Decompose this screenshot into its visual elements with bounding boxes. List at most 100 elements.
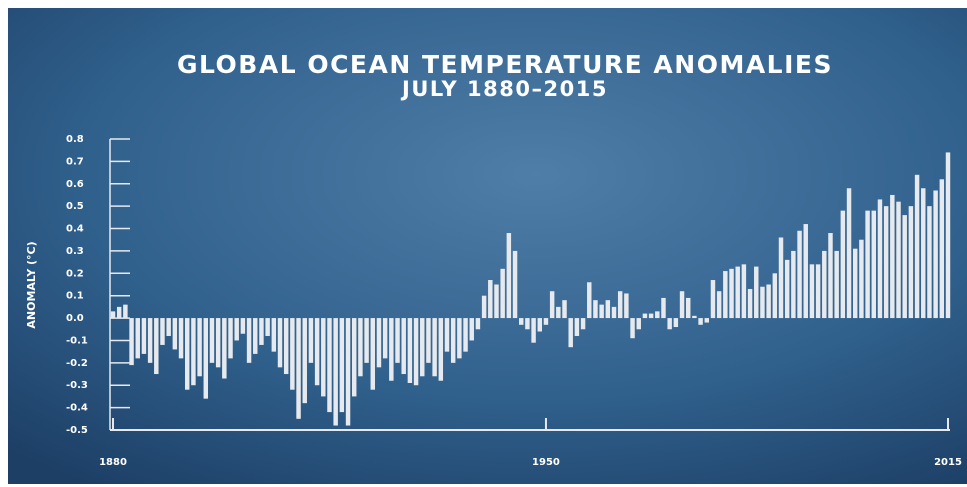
bar: [735, 266, 740, 319]
bar: [630, 318, 635, 339]
bar: [302, 318, 307, 404]
bar: [617, 291, 623, 319]
bar: [605, 300, 611, 319]
bar: [191, 318, 196, 386]
bar: [395, 318, 400, 363]
bar: [475, 318, 481, 330]
bar: [147, 318, 153, 363]
bar: [135, 318, 140, 359]
bar: [518, 318, 524, 325]
bar: [222, 318, 227, 379]
x-tick-label: 1950: [532, 457, 560, 468]
bar: [531, 318, 536, 343]
x-tick-label: 2015: [934, 457, 962, 468]
bar: [822, 250, 827, 319]
bar: [345, 318, 351, 426]
bar: [784, 259, 790, 319]
bar: [729, 268, 734, 319]
bar: [364, 318, 369, 363]
bar: [556, 306, 561, 319]
bar: [537, 318, 543, 332]
bar: [593, 300, 598, 319]
bar: [760, 286, 765, 319]
bar: [890, 194, 895, 319]
bar: [283, 318, 289, 375]
y-tick-label: -0.5: [66, 425, 88, 436]
bar: [611, 306, 617, 319]
bar: [450, 318, 456, 363]
bar: [308, 318, 314, 363]
y-tick-label: 0.6: [66, 179, 84, 190]
bar: [141, 318, 147, 354]
bar: [766, 284, 771, 319]
bar: [667, 318, 672, 330]
bar: [321, 318, 326, 397]
y-tick-label: -0.2: [66, 358, 88, 369]
bar: [160, 318, 165, 345]
bar: [512, 250, 518, 319]
bar: [178, 318, 184, 359]
bar: [754, 266, 759, 319]
bar: [648, 313, 654, 319]
bar: [710, 280, 716, 319]
y-tick-label: -0.3: [66, 380, 88, 391]
bar: [172, 318, 178, 350]
bar: [240, 318, 246, 334]
bar: [846, 188, 852, 319]
y-tick-label: 0.4: [66, 224, 84, 235]
bar: [679, 291, 685, 319]
bar: [797, 230, 802, 319]
bar: [704, 318, 710, 323]
bar: [580, 318, 586, 330]
bar: [370, 318, 376, 390]
bar: [896, 201, 901, 319]
bar: [655, 311, 660, 319]
y-tick-label: 0.2: [66, 268, 84, 279]
bar: [642, 313, 648, 319]
bar: [673, 318, 679, 328]
bar: [296, 318, 301, 419]
bar: [723, 271, 728, 319]
bar: [840, 210, 846, 319]
bar: [184, 318, 190, 390]
y-tick-label: -0.1: [66, 335, 88, 346]
bar: [401, 318, 406, 375]
bar: [828, 233, 833, 319]
y-tick-label: -0.4: [66, 403, 88, 414]
bar: [921, 188, 926, 319]
bar: [228, 318, 233, 359]
bar: [852, 248, 858, 319]
bar: [265, 318, 270, 336]
bar: [865, 210, 870, 319]
bar: [500, 268, 505, 319]
bar: [685, 297, 691, 319]
bar: [290, 318, 295, 390]
bar: [747, 288, 753, 319]
bar: [413, 318, 419, 386]
bar: [407, 318, 413, 383]
bar: [624, 293, 629, 319]
bar: [834, 250, 839, 319]
bar: [927, 206, 932, 319]
bar: [803, 224, 808, 319]
bar: [815, 264, 821, 319]
bar: [457, 318, 462, 359]
bar: [871, 210, 877, 319]
bar: [574, 318, 580, 336]
bar: [933, 190, 938, 319]
x-tick-label: 1880: [99, 457, 127, 468]
y-tick-label: 0.5: [66, 201, 84, 212]
bar: [444, 318, 450, 352]
bar: [420, 318, 425, 377]
bar: [636, 318, 641, 330]
bar: [469, 318, 474, 341]
bar: [914, 174, 920, 319]
bar: [339, 318, 345, 413]
bar: [277, 318, 283, 368]
bar: [209, 318, 215, 363]
bar: [116, 306, 122, 319]
chart-subtitle: JULY 1880–2015: [400, 77, 608, 101]
bar: [506, 233, 512, 319]
